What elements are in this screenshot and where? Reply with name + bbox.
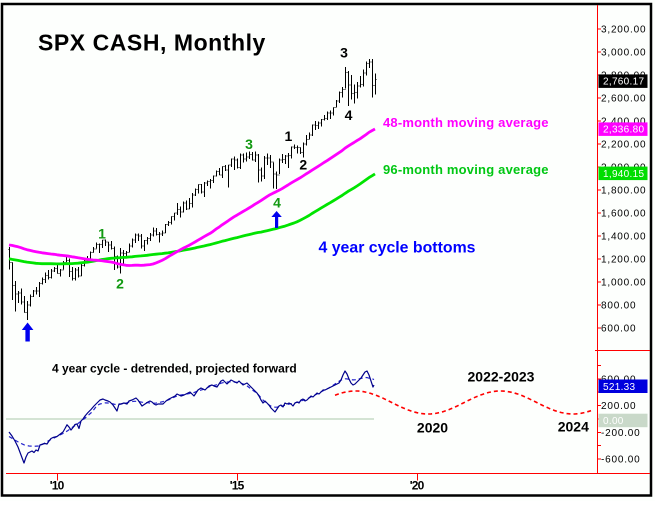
svg-text:3,200.00: 3,200.00 <box>601 25 646 36</box>
svg-text:4: 4 <box>345 107 353 123</box>
svg-text:2,760.17: 2,760.17 <box>603 77 644 88</box>
svg-text:2022-2023: 2022-2023 <box>468 369 535 385</box>
svg-text:1,600.00: 1,600.00 <box>601 208 646 219</box>
svg-text:1,400.00: 1,400.00 <box>601 231 646 242</box>
svg-text:4 year cycle bottoms: 4 year cycle bottoms <box>319 240 476 257</box>
svg-text:2,600.00: 2,600.00 <box>601 94 646 105</box>
svg-text:'20: '20 <box>410 478 425 492</box>
svg-text:96-month moving average: 96-month moving average <box>383 162 549 177</box>
svg-text:48-month moving average: 48-month moving average <box>383 115 549 130</box>
svg-text:1,000.00: 1,000.00 <box>601 277 646 288</box>
svg-text:3: 3 <box>245 136 253 152</box>
svg-text:2020: 2020 <box>417 420 448 436</box>
svg-text:2: 2 <box>299 157 307 173</box>
svg-text:1,800.00: 1,800.00 <box>601 186 646 197</box>
svg-text:3: 3 <box>340 45 348 61</box>
svg-text:0.00: 0.00 <box>603 416 624 427</box>
svg-text:1: 1 <box>98 226 106 242</box>
svg-text:3,000.00: 3,000.00 <box>601 48 646 59</box>
svg-text:2,336.80: 2,336.80 <box>603 125 644 136</box>
svg-text:2,400.00: 2,400.00 <box>601 117 646 128</box>
svg-text:2024: 2024 <box>558 418 589 434</box>
svg-text:'10: '10 <box>50 478 65 492</box>
svg-text:4: 4 <box>273 194 281 210</box>
svg-text:1: 1 <box>285 128 293 144</box>
svg-text:SPX CASH, Monthly: SPX CASH, Monthly <box>38 30 266 56</box>
svg-text:2: 2 <box>116 276 124 292</box>
svg-text:521.33: 521.33 <box>603 382 636 393</box>
svg-text:'15: '15 <box>230 478 245 492</box>
svg-text:200.00: 200.00 <box>601 401 636 412</box>
svg-text:4 year cycle - detrended, proj: 4 year cycle - detrended, projected forw… <box>52 362 297 376</box>
svg-text:-200.00: -200.00 <box>601 428 641 439</box>
svg-text:-600.00: -600.00 <box>601 455 641 466</box>
svg-text:600.00: 600.00 <box>601 323 636 334</box>
svg-text:1,940.15: 1,940.15 <box>603 169 644 180</box>
svg-text:800.00: 800.00 <box>601 300 636 311</box>
svg-text:1,200.00: 1,200.00 <box>601 254 646 265</box>
svg-text:2,200.00: 2,200.00 <box>601 140 646 151</box>
